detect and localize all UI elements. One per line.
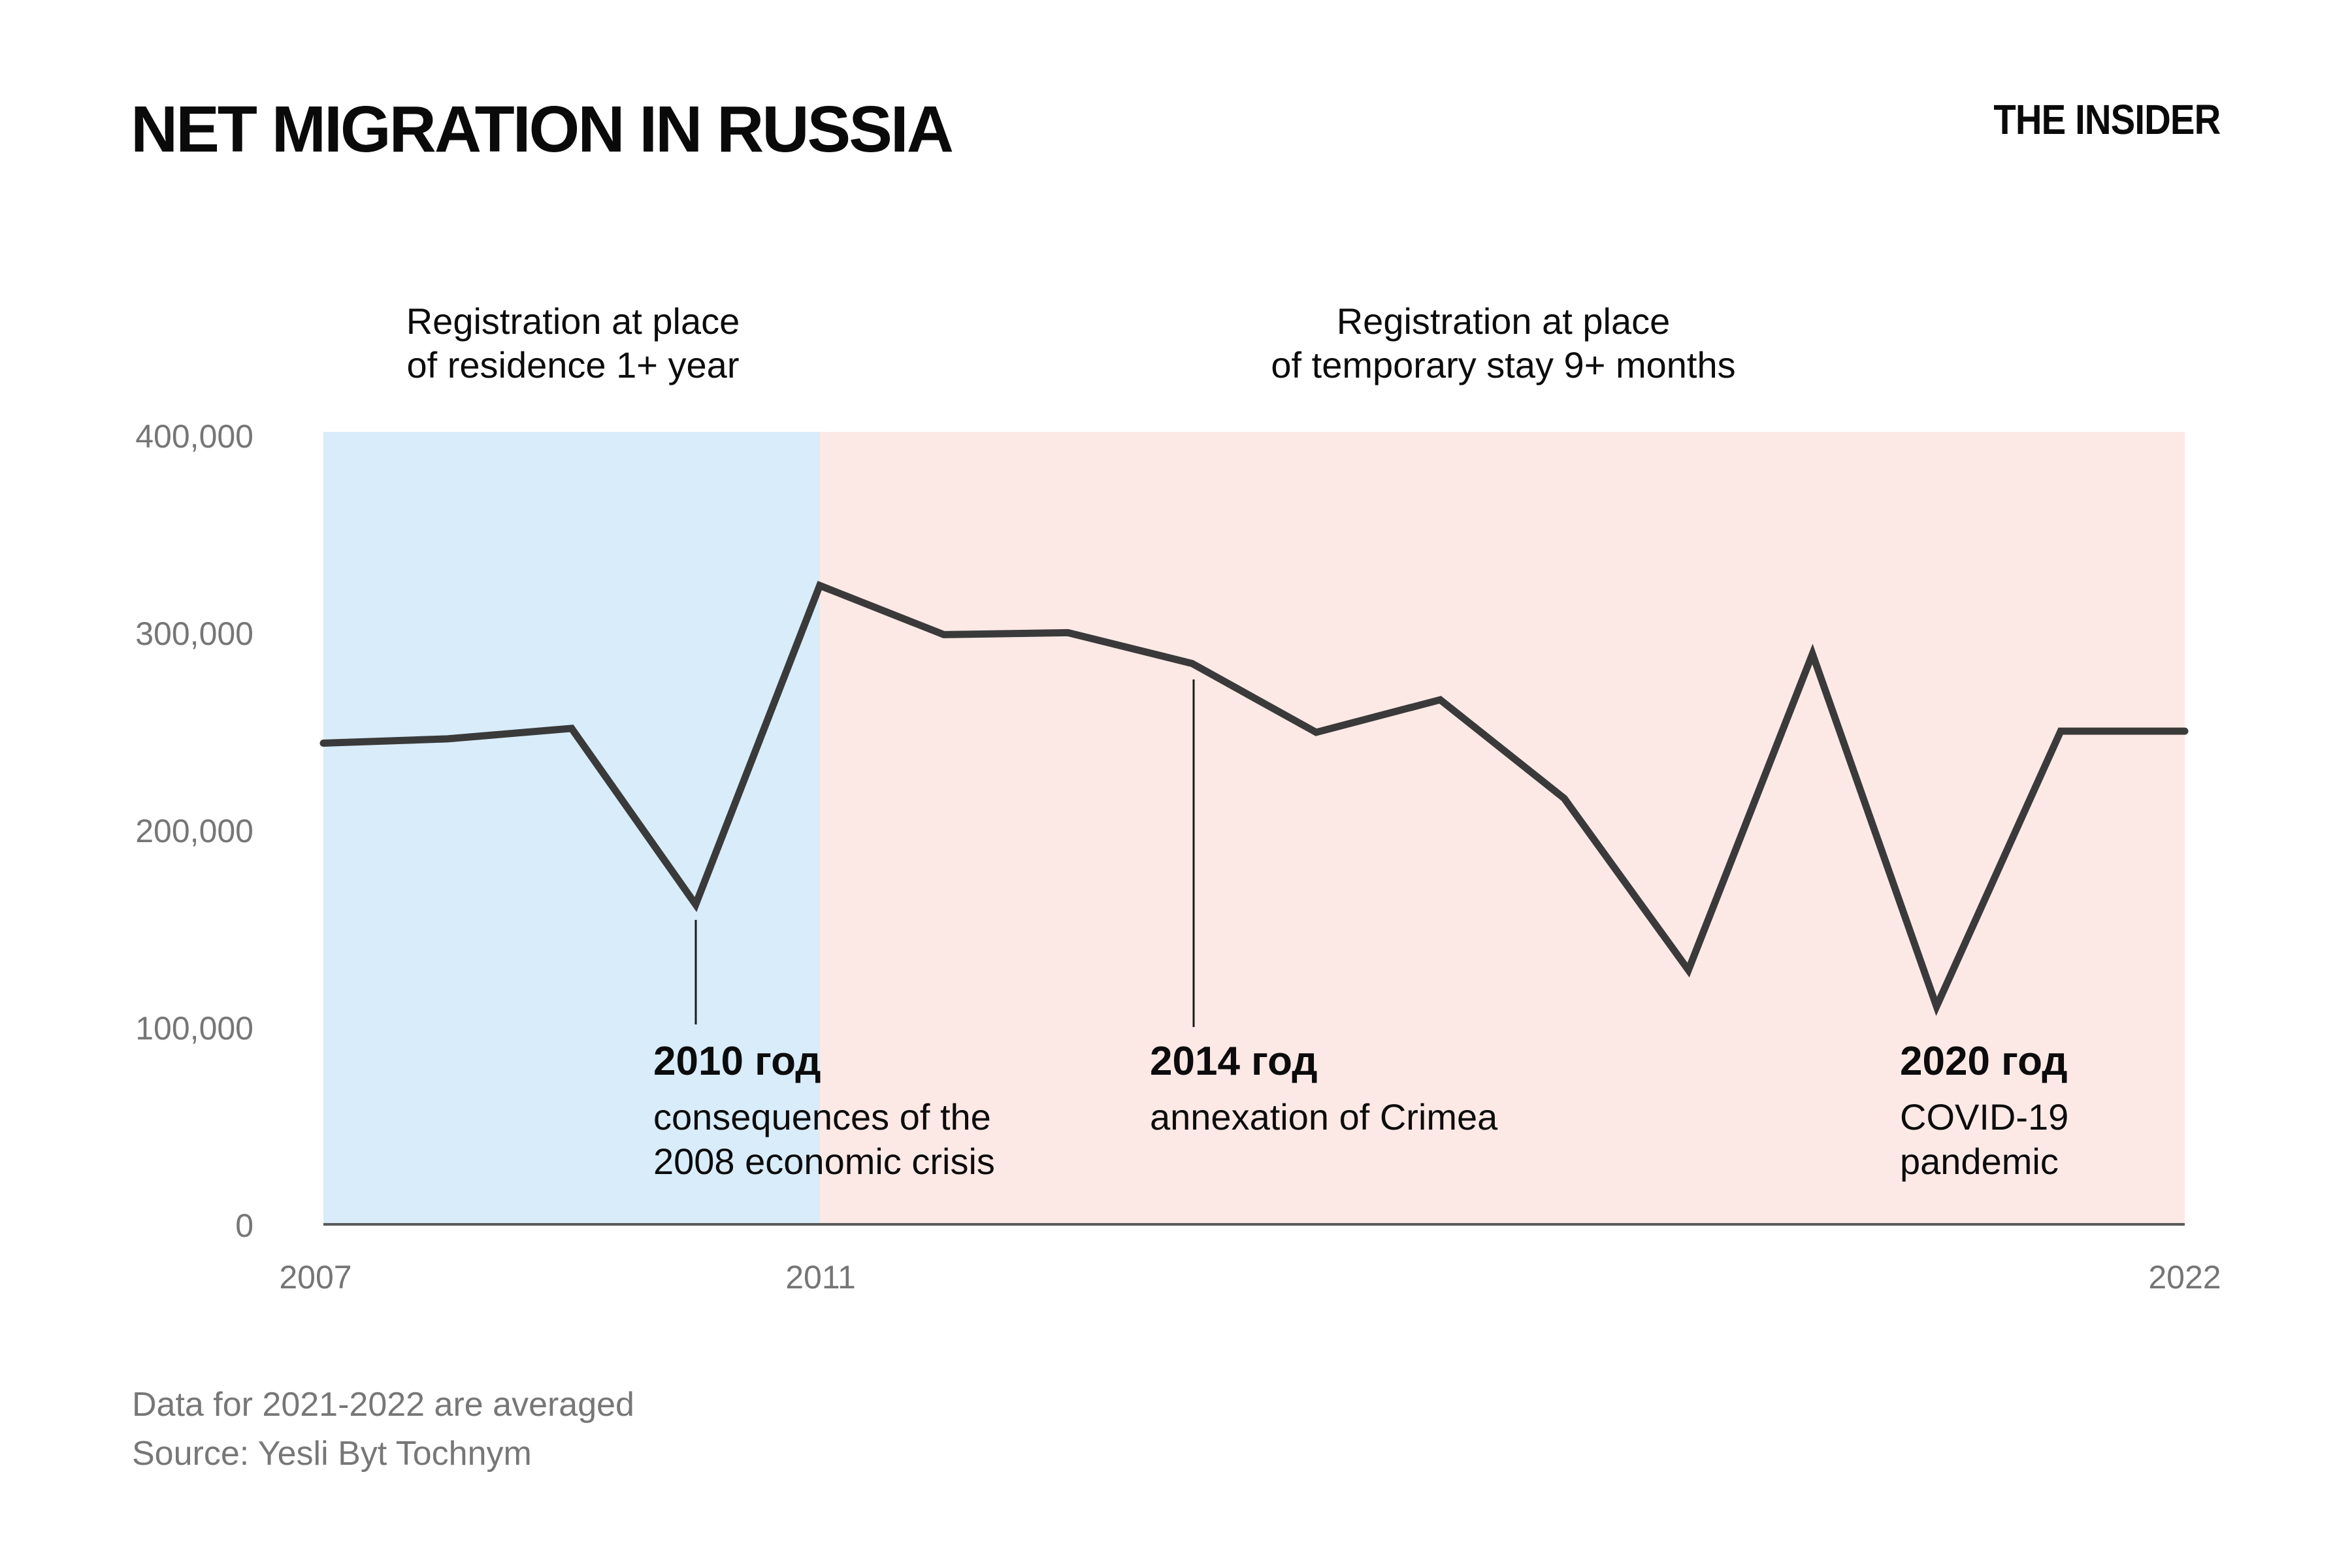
y-tick-400000: 400,000 — [135, 418, 253, 455]
annotation-2020-text: COVID-19 pandemic — [1900, 1096, 2069, 1182]
footnote-source: Source: Yesli Byt Tochnym — [132, 1435, 532, 1473]
period-label-residence: Registration at place of residence 1+ ye… — [246, 299, 900, 387]
annotation-2010-year: 2010 год — [653, 1039, 821, 1084]
period-region-temporary — [820, 432, 2185, 1223]
y-tick-100000: 100,000 — [135, 1010, 253, 1047]
period-label-temporary-line2: of temporary stay 9+ months — [1271, 344, 1736, 385]
x-tick-2007: 2007 — [279, 1259, 352, 1296]
the-insider-logo: THE INSIDER — [1993, 96, 2221, 143]
y-tick-200000: 200,000 — [135, 813, 253, 849]
annotation-2020: 2020 год COVID-19 pandemic — [1900, 1040, 2068, 1184]
annotation-2014-text: annexation of Crimea — [1150, 1096, 1498, 1137]
annotation-2014-year: 2014 год — [1150, 1039, 1318, 1084]
annotation-2010: 2010 год consequences of the 2008 econom… — [653, 1040, 995, 1184]
period-label-residence-line1: Registration at place — [406, 301, 740, 342]
y-tick-0: 0 — [235, 1207, 253, 1244]
y-tick-300000: 300,000 — [135, 615, 253, 652]
annotation-2014: 2014 год annexation of Crimea — [1150, 1040, 1497, 1139]
period-label-residence-line2: of residence 1+ year — [406, 344, 740, 385]
annotation-2010-text: consequences of the 2008 economic crisis — [653, 1096, 995, 1182]
x-tick-2011: 2011 — [785, 1259, 856, 1296]
page-title: NET MIGRATION IN RUSSIA — [131, 93, 954, 166]
period-region-residence — [323, 432, 820, 1223]
migration-line — [319, 581, 2189, 1017]
x-axis-line — [323, 1223, 2185, 1226]
period-label-temporary: Registration at place of temporary stay … — [1177, 299, 1830, 387]
footnote-averaged: Data for 2021-2022 are averaged — [132, 1386, 634, 1424]
annotation-2020-year: 2020 год — [1900, 1039, 2068, 1084]
x-tick-2022: 2022 — [2148, 1259, 2221, 1296]
period-label-temporary-line1: Registration at place — [1336, 301, 1671, 342]
